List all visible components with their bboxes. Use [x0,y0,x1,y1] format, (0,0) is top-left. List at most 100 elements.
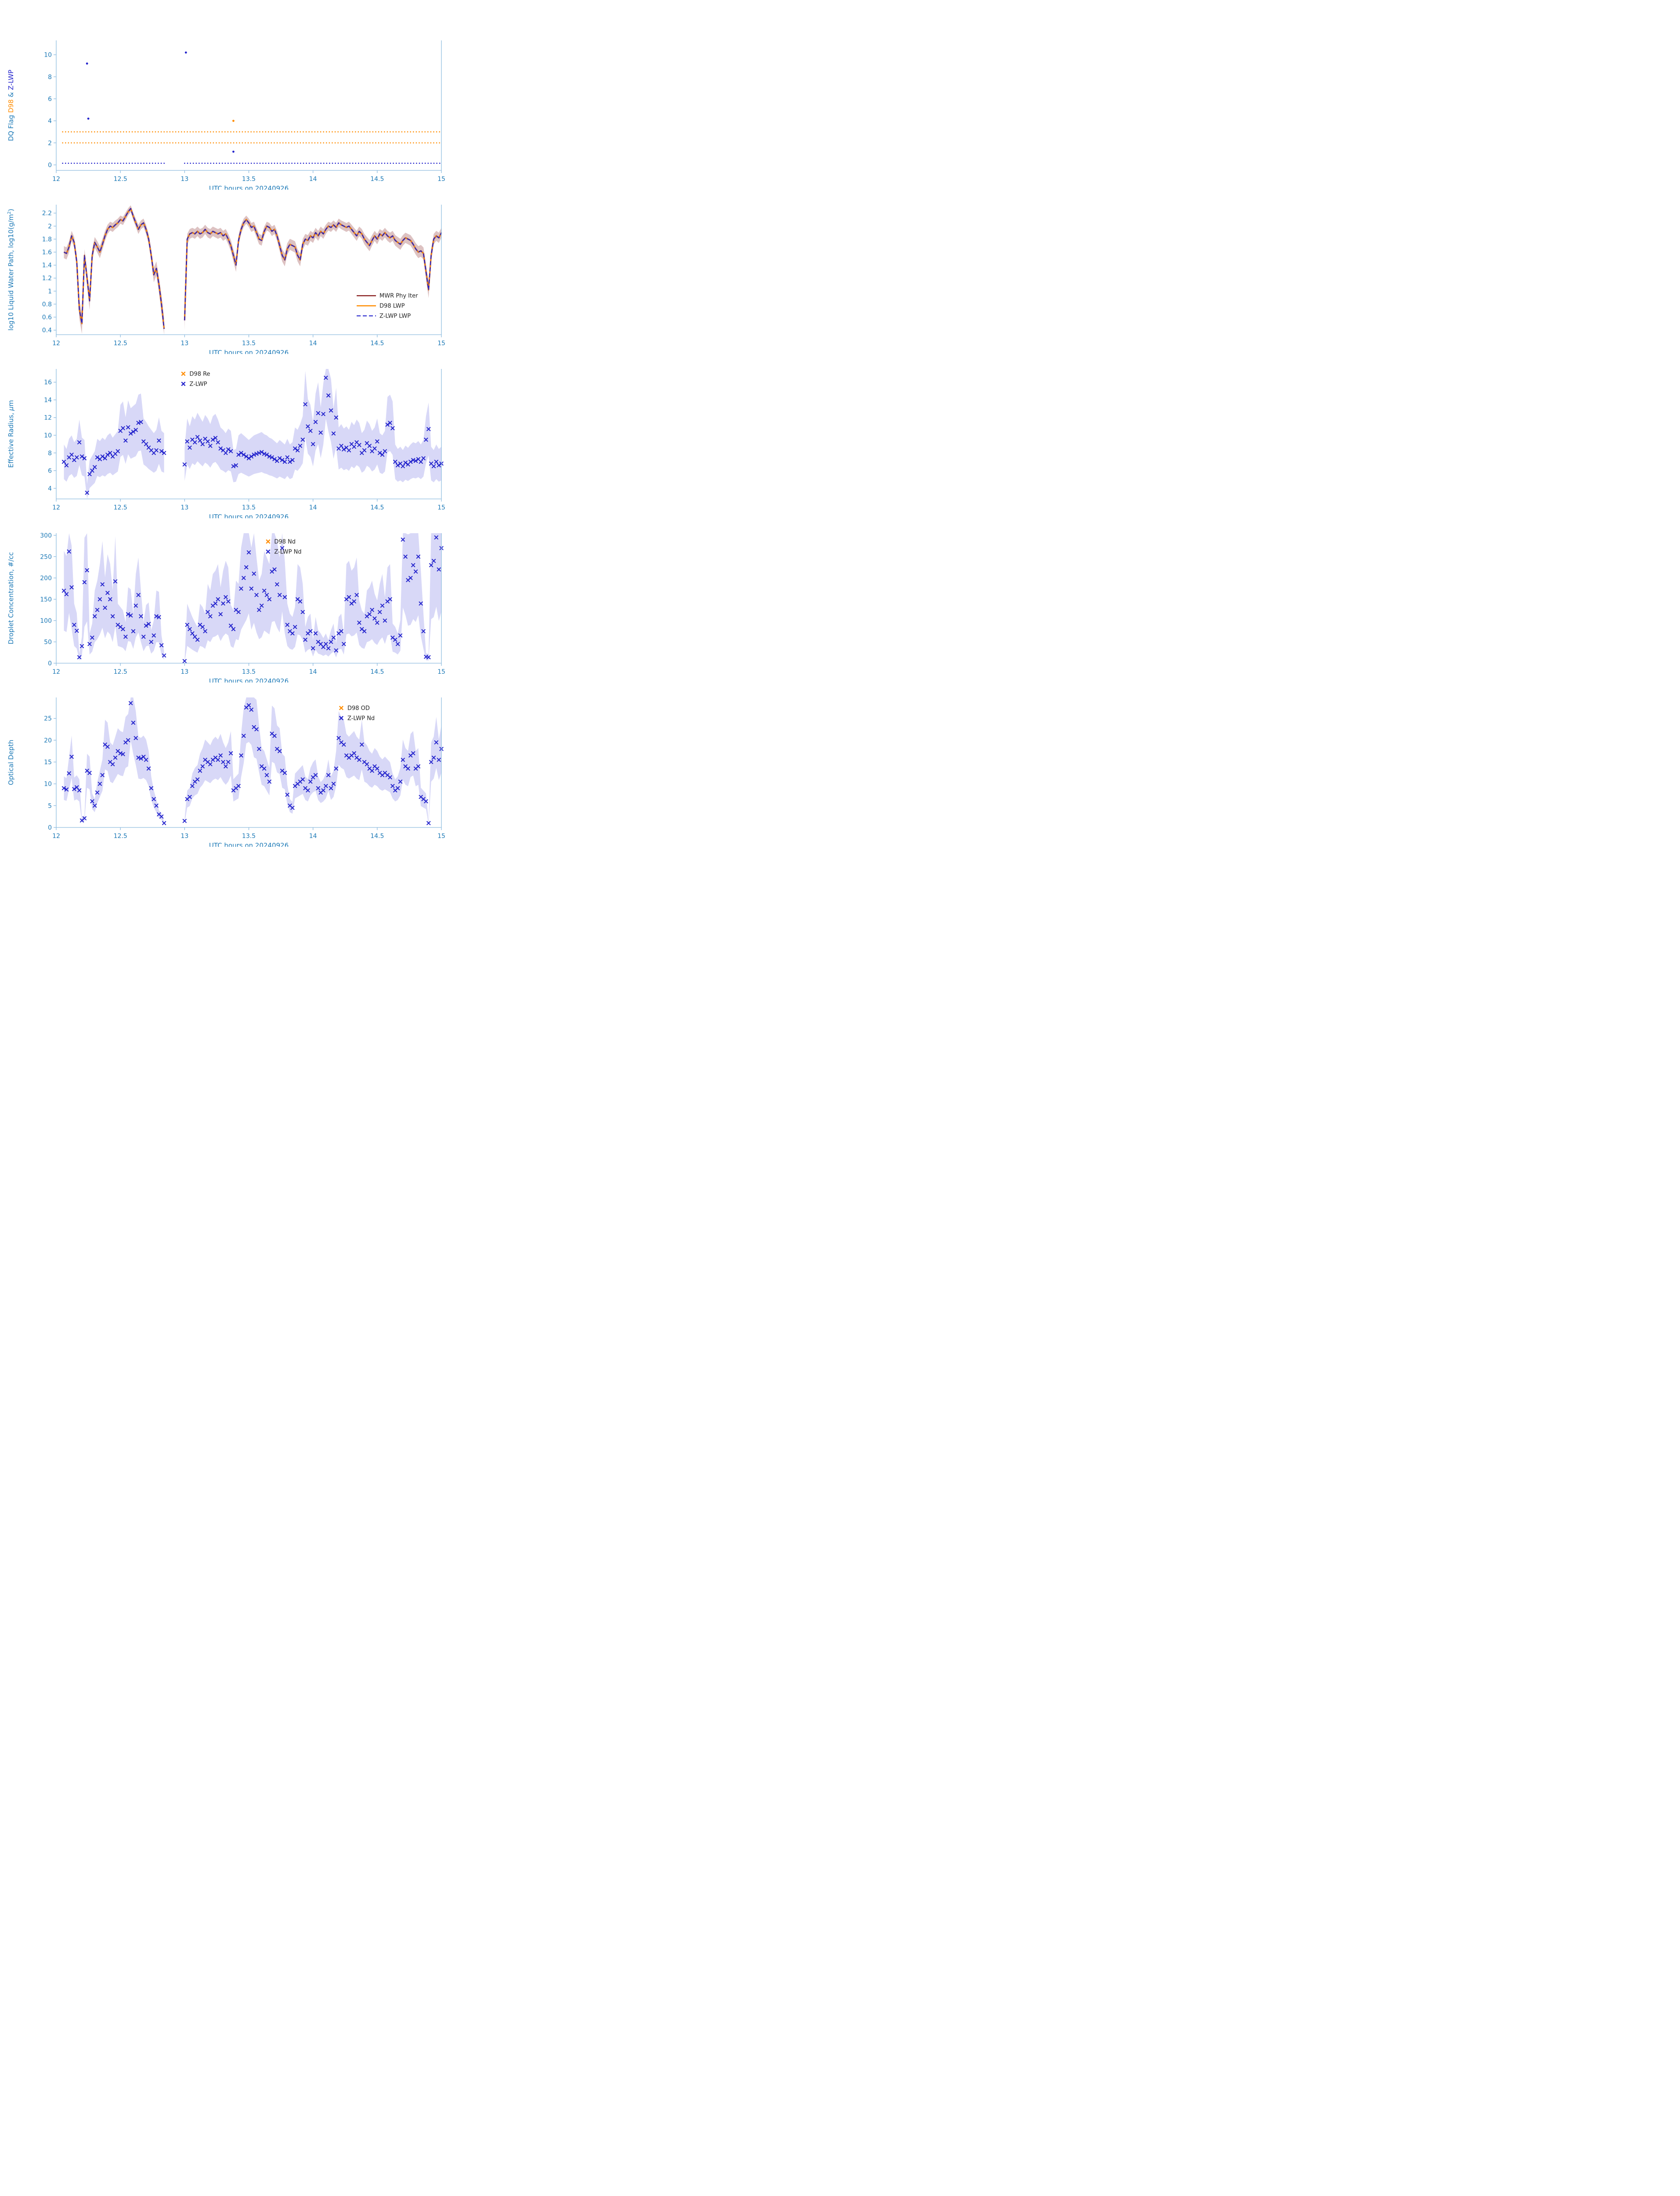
y-tick-label: 1.6 [42,249,52,256]
x-tick-label: 14.5 [370,833,384,840]
x-tick-label: 15 [437,340,445,347]
x-axis-label: UTC hours on 20240926 [209,349,289,354]
droplet-concentration-band [184,533,441,662]
panel-optical-depth: 12 12.5 13 13.5 14 14.5 15 0 5 10 15 20 25 UTC hours … [0,692,560,847]
y-tick-label: 4 [48,118,52,125]
y-tick-label: 250 [40,553,52,560]
y-axis-label: Effective Radius, μm [7,400,15,468]
x-tick-label: 15 [437,176,445,183]
x-tick-label: 13 [181,340,188,347]
x-tick-label: 14 [309,340,317,347]
legend-x-marker [181,381,186,386]
y-tick-label: 25 [44,715,52,722]
x-tick-label: 13.5 [242,668,256,675]
y-tick-label: 4 [48,485,52,492]
y-tick-label: 0.8 [42,301,52,308]
effective-radius-markers [61,376,444,495]
flag-point [184,51,187,54]
x-tick-label: 14.5 [370,504,384,511]
y-tick-label: 2 [48,223,52,230]
y-tick-label: 15 [44,759,52,766]
y-tick-label: 1.8 [42,236,52,243]
flag-point [87,117,90,120]
y-tick-label: 50 [44,639,52,646]
legend-label: MWR Phy Iter [379,293,418,300]
droplet-concentration-markers [61,535,444,663]
y-tick-label: 1.2 [42,275,52,282]
legend-x-marker [181,371,186,376]
x-tick-label: 13.5 [242,504,256,511]
flag-point [86,62,88,65]
flag-point [232,119,235,122]
x-tick-label: 14 [309,668,317,675]
x-tick-label: 12.5 [114,176,127,183]
figure: 12 12.5 13 13.5 14 14.5 15 0 2 4 6 8 10 UTC hours on … [0,35,560,856]
droplet-concentration-chart: 12 12.5 13 13.5 14 14.5 15050100150200250300UT… [7,532,445,683]
x-tick-label: 12 [52,833,60,840]
x-tick-label: 12 [52,340,60,347]
x-tick-label: 13.5 [242,176,256,183]
x-tick-label: 14.5 [370,176,384,183]
legend-label: D98 Re [189,371,210,378]
lwp-band [184,215,441,331]
x-axis-label: UTC hours on 20240926 [209,677,289,683]
effective-radius-band [64,394,164,499]
x-tick-label: 13.5 [242,340,256,347]
y-tick-label: 1 [48,288,52,295]
y-tick-label: 6 [48,96,52,103]
y-tick-label: 200 [40,575,52,582]
y-tick-label: 300 [40,532,52,539]
y-tick-label: 0 [48,660,52,667]
x-tick-label: 14.5 [370,340,384,347]
x-tick-label: 12.5 [114,833,127,840]
x-tick-label: 13 [181,504,188,511]
y-tick-label: 1.4 [42,262,52,269]
effective-radius-band [184,369,441,483]
legend-x-marker [266,539,271,544]
lwp-chart: 12 12.5 13 13.5 14 14.5 15 0.4 0.6 0.8 1 1.2 1.4 1.6 1… [7,205,445,354]
y-axis-label: DQ Flag D98 & Z-LWP [7,70,15,141]
y-tick-label: 8 [48,74,52,81]
y-tick-label: 150 [40,596,52,603]
legend-label: Z-LWP Nd [274,549,301,556]
x-tick-label: 13 [181,176,188,183]
y-tick-label: 8 [48,450,52,457]
x-tick-label: 13 [181,668,188,675]
y-tick-label: 14 [44,397,52,404]
y-axis-label: log10 Liquid Water Path, log10(g/m2) [7,209,15,331]
y-tick-label: 20 [44,737,52,744]
x-tick-label: 12 [52,176,60,183]
x-tick-label: 15 [437,668,445,675]
x-tick-label: 14 [309,504,317,511]
x-axis-label: UTC hours on 20240926 [209,842,289,847]
y-tick-label: 100 [40,618,52,625]
legend-label: D98 OD [347,705,370,712]
y-axis-label: Droplet Concentration, #/cc [7,552,15,644]
y-tick-label: 2 [48,140,52,147]
y-tick-label: 10 [44,52,52,59]
panel-dq-flag: 12 12.5 13 13.5 14 14.5 15 0 2 4 6 8 10 UTC hours on … [0,35,560,190]
lwp-line [184,219,442,321]
x-axis-label: UTC hours on 20240926 [209,184,289,190]
y-tick-label: 10 [44,781,52,788]
y-tick-label: 0.4 [42,327,52,334]
x-tick-label: 14 [309,176,317,183]
x-tick-label: 14 [309,833,317,840]
y-tick-label: 0.6 [42,314,52,321]
optical-depth-chart: 12 12.5 13 13.5 14 14.5 15 0 5 10 15 20 25 UTC hours … [7,697,445,847]
panel-liquid-water-path: 12 12.5 13 13.5 14 14.5 15 0.4 0.6 0.8 1 1.2 1.4 1.6 1… [0,199,560,354]
x-tick-label: 12 [52,504,60,511]
panel-effective-radius: 12 12.5 13 13.5 14 14.5 15 4 6 8 10 12 14 16 UTC hours… [0,364,560,518]
y-tick-label: 2.2 [42,210,52,217]
y-axis-label: Optical Depth [7,740,15,785]
x-tick-label: 13 [181,833,188,840]
legend-label: D98 LWP [379,303,405,310]
effective-radius-chart: 12 12.5 13 13.5 14 14.5 15 4 6 8 10 12 14 16 UTC hours… [7,369,445,518]
legend-x-marker [339,715,344,721]
y-tick-label: 6 [48,468,52,475]
legend-label: Z-LWP [189,381,207,388]
y-tick-label: 12 [44,415,52,422]
lwp-band [64,205,164,335]
legend-label: Z-LWP LWP [379,313,411,320]
x-axis-label: UTC hours on 20240926 [209,513,289,518]
